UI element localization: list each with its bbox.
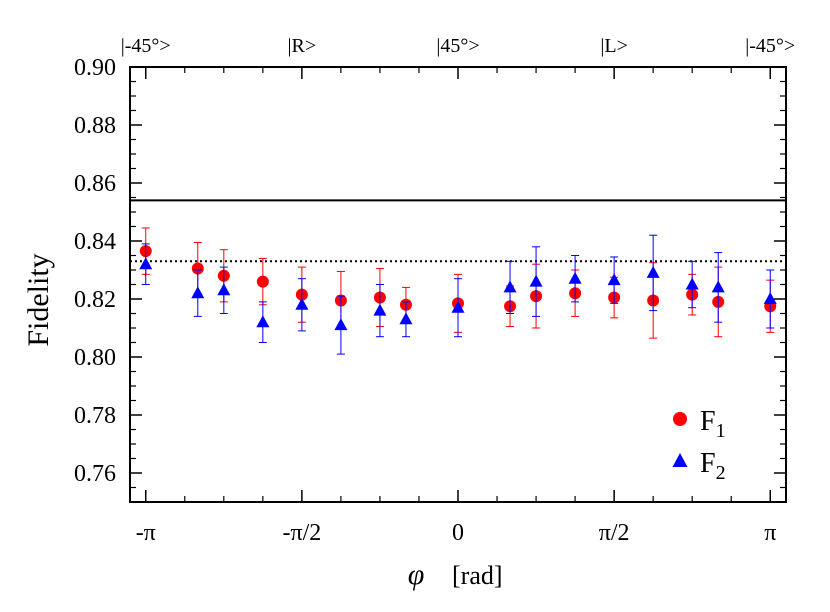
- top-state-label: |-45°>: [121, 35, 171, 57]
- axes: 0.76 0.78 0.80 0.82 0.84 0.86 0.88 0.90 -π -π/2 0 π…: [74, 35, 795, 546]
- y-tick-label: 0.90: [74, 55, 116, 81]
- axis-labels: Fidelity φ [rad]: [22, 253, 503, 591]
- top-state-label: |L>: [600, 35, 628, 57]
- data-point-F2: [763, 292, 777, 304]
- data-point-F2: [139, 257, 153, 270]
- data-point-F2: [685, 277, 699, 290]
- data-point-F2: [256, 315, 270, 328]
- data-point-F2: [451, 300, 465, 313]
- legend-marker-F1: [673, 412, 687, 426]
- y-tick-label: 0.80: [74, 345, 116, 371]
- x-axis-label-symbol: φ: [408, 558, 425, 591]
- data-point-F1: [191, 262, 204, 275]
- y-tick-label: 0.78: [74, 403, 116, 429]
- x-tick-label: -π: [136, 520, 156, 546]
- y-tick-label: 0.84: [74, 229, 116, 255]
- data-series: [139, 227, 777, 355]
- data-point-F2: [217, 283, 231, 296]
- data-point-F2: [503, 280, 517, 293]
- top-state-label: |-45°>: [745, 35, 795, 57]
- x-tick-label: -π/2: [282, 520, 321, 546]
- data-point-F2: [399, 312, 413, 325]
- x-tick-label: 0: [452, 520, 464, 546]
- data-point-F2: [373, 303, 387, 316]
- data-point-F2: [646, 265, 660, 278]
- series-F2: [139, 234, 777, 355]
- data-point-F2: [334, 318, 348, 331]
- data-point-F1: [256, 275, 269, 288]
- y-axis-label: Fidelity: [22, 253, 55, 346]
- x-tick-label: π/2: [599, 520, 630, 546]
- y-tick-label: 0.88: [74, 113, 116, 139]
- data-point-F2: [529, 274, 543, 287]
- x-tick-label: π: [764, 520, 776, 546]
- data-point-F2: [295, 297, 309, 310]
- top-state-label: |R>: [288, 35, 317, 57]
- top-state-label: |45°>: [436, 35, 479, 57]
- x-axis-label-unit: [rad]: [452, 561, 503, 590]
- legend-label-F1: F1: [700, 406, 726, 442]
- reference-lines: [130, 199, 786, 263]
- data-point-F2: [191, 286, 205, 299]
- y-tick-label: 0.76: [74, 461, 116, 487]
- data-point-F2: [711, 280, 725, 293]
- data-point-F2: [568, 271, 582, 284]
- y-tick-label: 0.86: [74, 171, 116, 197]
- data-point-F2: [607, 273, 621, 286]
- legend-marker-F2: [672, 453, 688, 467]
- y-tick-label: 0.82: [74, 287, 116, 313]
- legend-label-F2: F2: [700, 448, 726, 484]
